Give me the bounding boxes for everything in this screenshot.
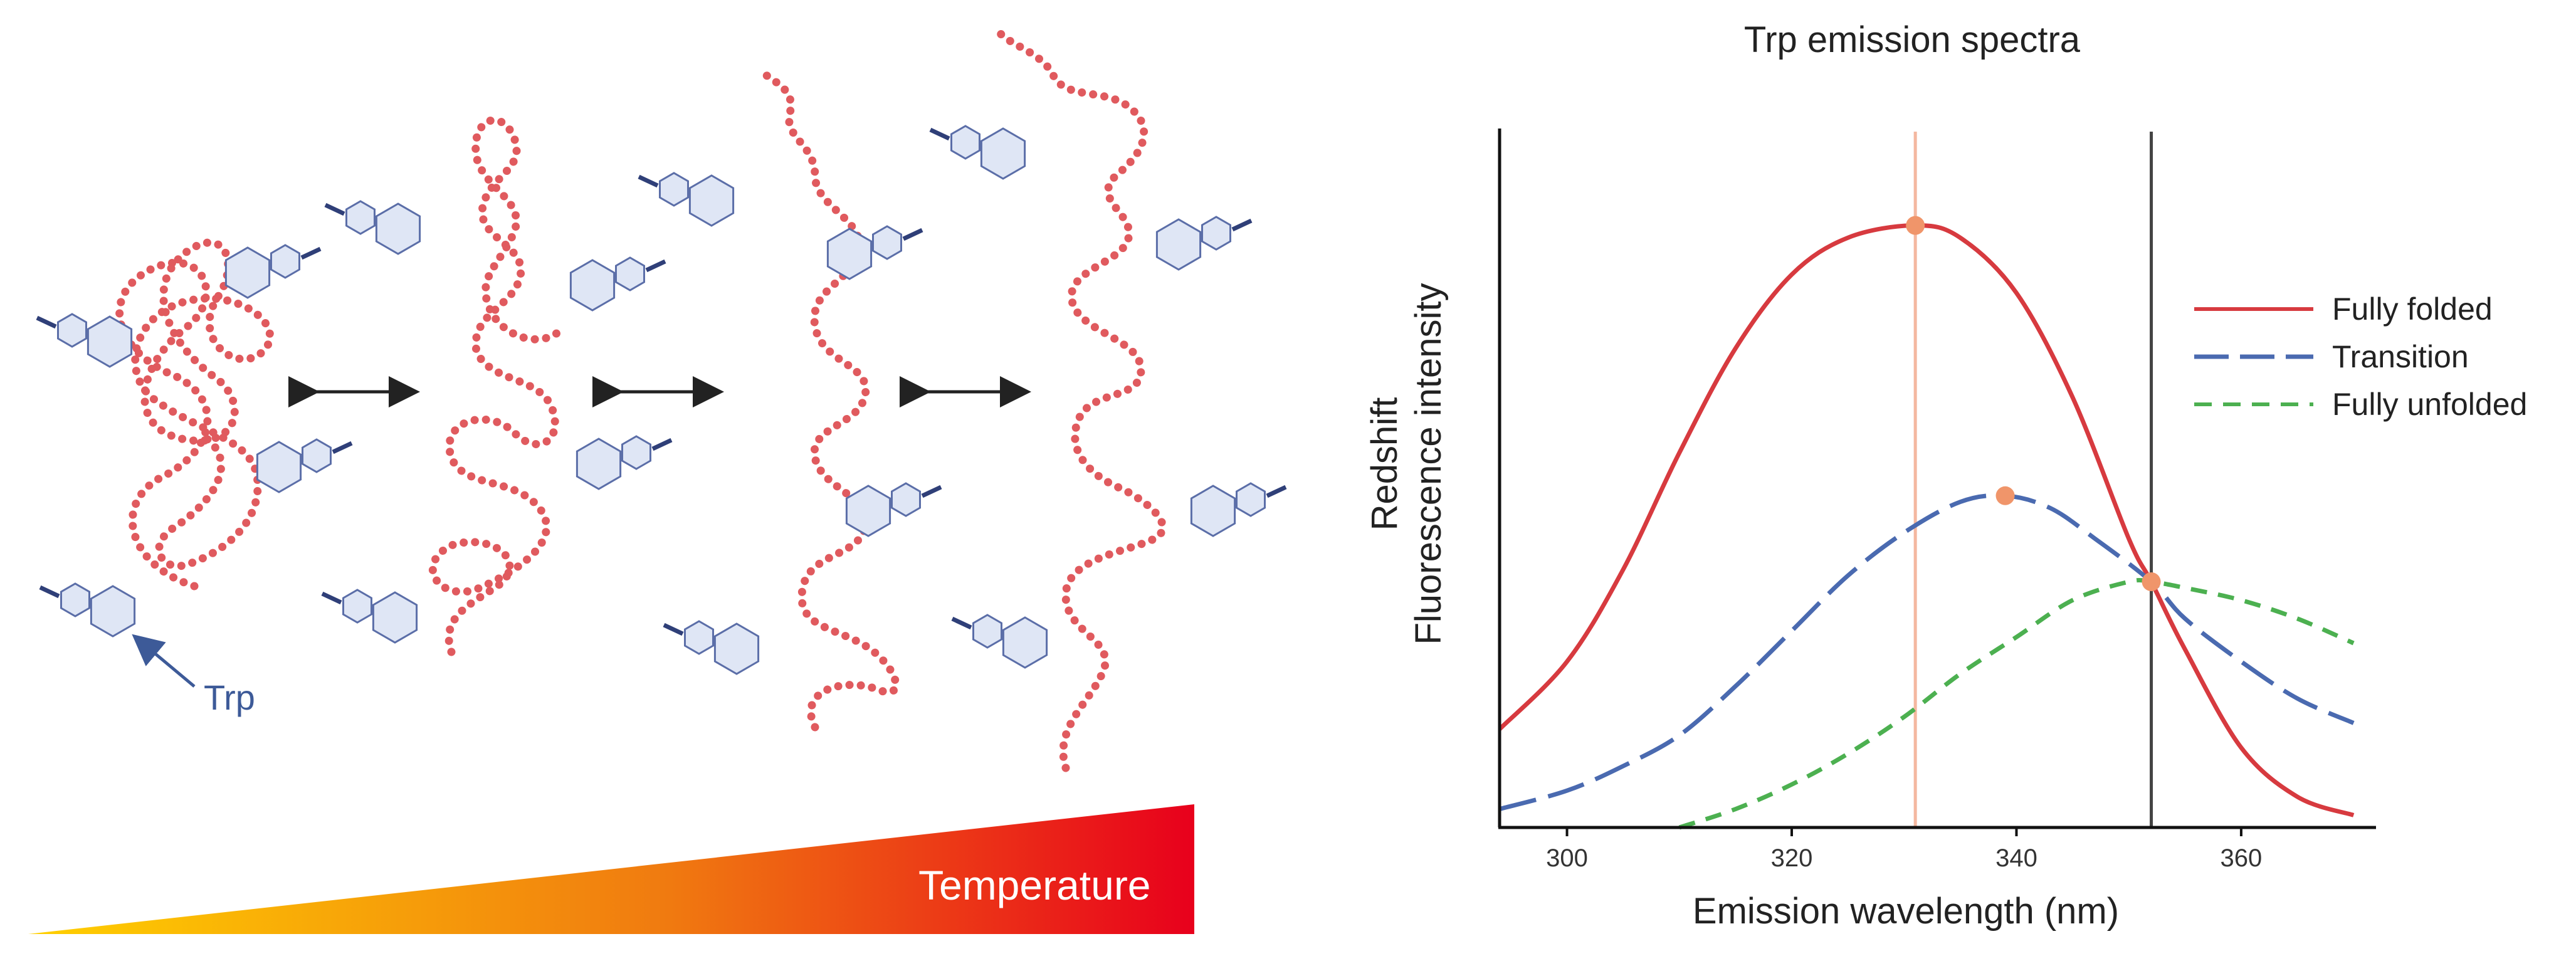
peak-marker-1 bbox=[1906, 216, 1925, 235]
x-tick-label-320: 320 bbox=[1771, 844, 1813, 872]
chart-title: Trp emission spectra bbox=[1743, 19, 2081, 60]
trp-ring-5 bbox=[324, 200, 421, 255]
trp-residues bbox=[36, 125, 1287, 675]
peak-markers bbox=[1906, 216, 2161, 591]
trp-ring-4 bbox=[256, 438, 353, 493]
trp-ring-6 bbox=[569, 256, 666, 312]
x-tick-label-300: 300 bbox=[1546, 844, 1588, 872]
temperature-label: Temperature bbox=[918, 862, 1151, 908]
reference-lines bbox=[1913, 132, 2153, 827]
legend-label-transition: Transition bbox=[2332, 339, 2469, 374]
x-tick-label-360: 360 bbox=[2221, 844, 2263, 872]
legend-swatch-transition bbox=[2194, 354, 2313, 359]
protein-chains bbox=[115, 24, 1167, 772]
protein-chain-1 bbox=[115, 238, 275, 591]
x-tick-label-340: 340 bbox=[1995, 844, 2037, 872]
series-lines bbox=[1498, 223, 2355, 830]
series-line-transition bbox=[1499, 493, 2355, 811]
legend-swatch-fully-folded bbox=[2194, 307, 2313, 311]
trp-ring-10 bbox=[826, 225, 923, 280]
legend-label-fully-folded: Fully folded bbox=[2332, 291, 2493, 327]
legend-item-fully-folded: Fully folded bbox=[2194, 285, 2527, 333]
legend-swatch-fully-unfolded bbox=[2194, 402, 2313, 406]
legend-label-fully-unfolded: Fully unfolded bbox=[2332, 387, 2528, 422]
trp-label: Trp bbox=[204, 678, 255, 717]
trp-ring-3 bbox=[39, 582, 136, 638]
protein-chain-4 bbox=[992, 24, 1167, 772]
emission-spectra-chart: 300 320 340 360 Emission wavelength (nm) Re… bbox=[1364, 129, 2376, 932]
peak-marker-3 bbox=[2142, 572, 2161, 591]
temperature-gradient-wedge bbox=[28, 804, 1194, 934]
trp-ring-7 bbox=[321, 589, 418, 644]
trp-pointer-arrow bbox=[132, 634, 196, 688]
x-axis-label: Emission wavelength (nm) bbox=[1693, 891, 2119, 932]
series-line-fully-unfolded bbox=[1678, 577, 2355, 830]
trp-ring-15 bbox=[951, 614, 1048, 669]
y-axis-label-line-1: Redshift bbox=[1364, 397, 1405, 531]
legend-item-transition: Transition bbox=[2194, 333, 2527, 381]
series-line-fully-folded bbox=[1498, 223, 2355, 817]
trp-ring-12 bbox=[845, 482, 942, 537]
protein-chain-2 bbox=[428, 116, 569, 656]
peak-marker-2 bbox=[1995, 486, 2015, 505]
trp-ring-8 bbox=[576, 435, 673, 490]
trp-ring-16 bbox=[1190, 482, 1287, 537]
trp-ring-9 bbox=[638, 172, 735, 227]
trp-ring-2 bbox=[224, 244, 322, 299]
trp-ring-14 bbox=[1155, 216, 1253, 271]
trp-ring-11 bbox=[663, 620, 760, 675]
x-ticks: 300 320 340 360 bbox=[1546, 827, 2262, 872]
legend-item-fully-unfolded: Fully unfolded bbox=[2194, 381, 2527, 428]
trp-ring-13 bbox=[929, 125, 1026, 180]
protein-chain-3 bbox=[754, 65, 900, 732]
y-axis-label-line-2: Fluorescence intensity bbox=[1408, 283, 1449, 644]
chart-legend: Fully folded Transition Fully unfolded bbox=[2194, 285, 2527, 428]
trp-ring-1 bbox=[36, 313, 133, 368]
